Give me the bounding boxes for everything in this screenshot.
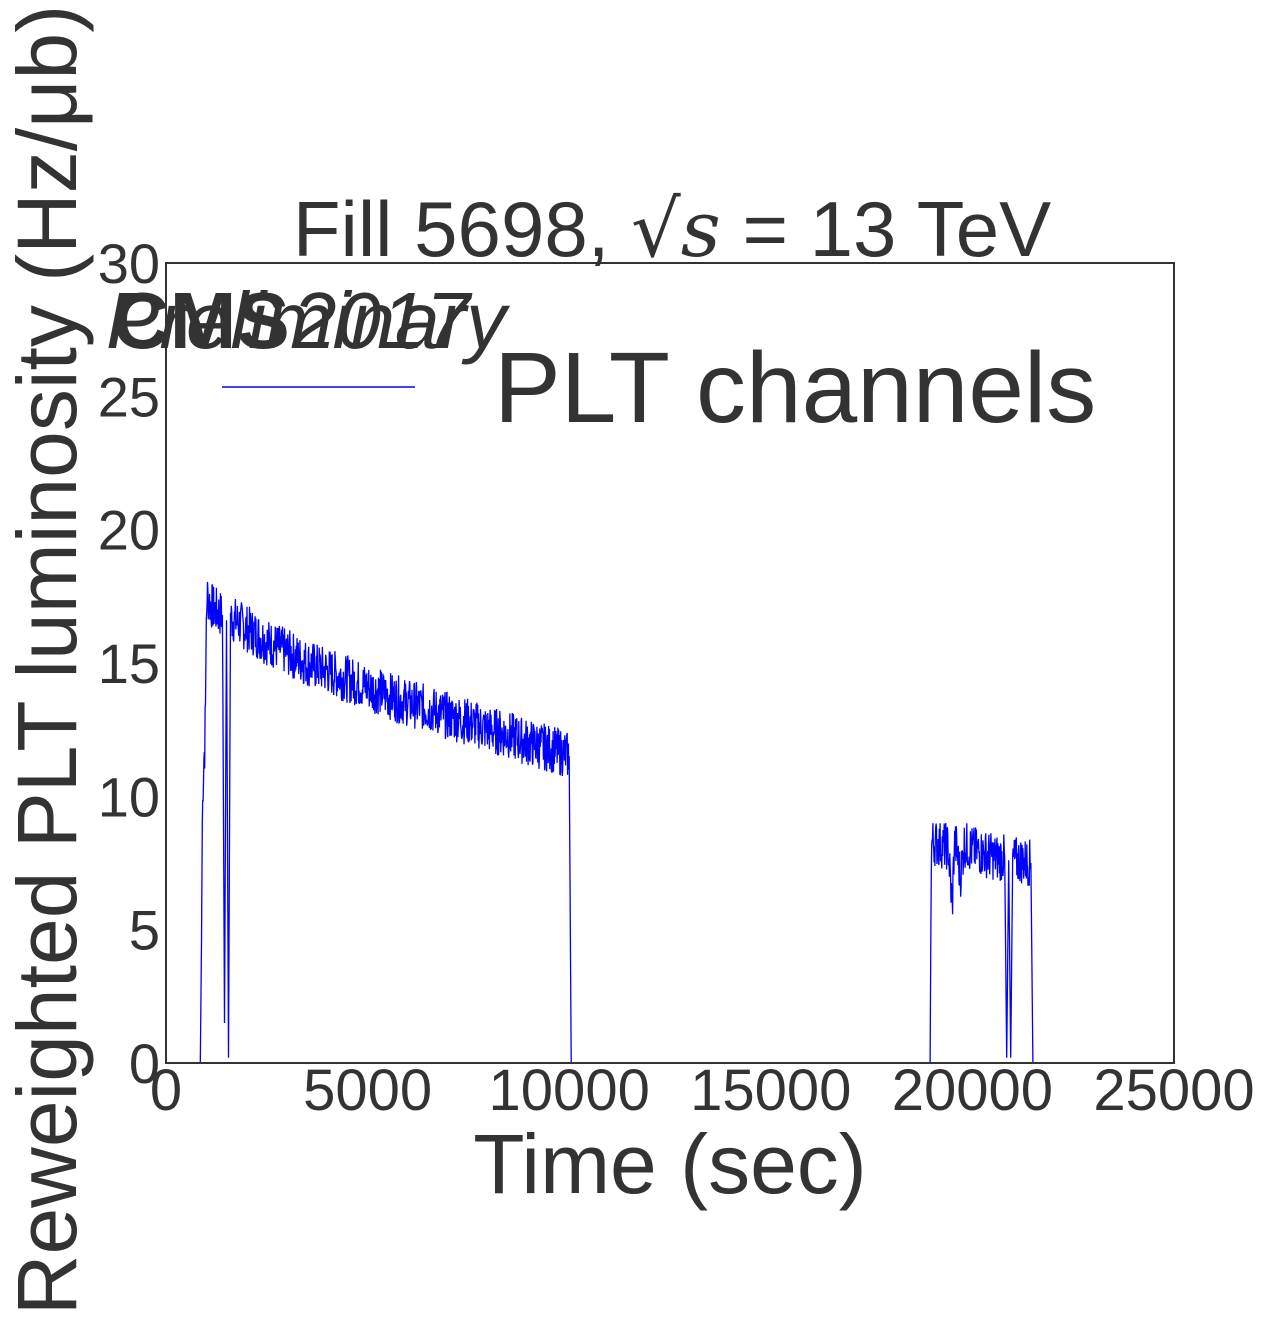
data-series-line [929, 823, 1034, 1064]
plot-frame [165, 262, 1175, 1064]
cms-annotation: CMS [112, 276, 290, 365]
y-tick-label: 5 [129, 899, 160, 962]
chart-title: Fill 5698, √s = 13 TeV [293, 185, 1051, 275]
chart-title-math: √s [631, 185, 721, 275]
x-tick-label: 10000 [489, 1058, 650, 1123]
data-series-line [199, 581, 572, 1064]
x-axis-ticks: 0 5000 10000 15000 20000 25000 [150, 1058, 1255, 1123]
x-tick-label: 25000 [1093, 1058, 1254, 1123]
y-tick-label: 0 [129, 1032, 160, 1095]
y-tick-label: 25 [98, 365, 160, 428]
preliminary-annotation: Preliminary [106, 276, 511, 365]
data-series-layer [199, 581, 1034, 1064]
x-axis-label: Time (sec) [473, 1117, 867, 1211]
y-tick-label: 20 [98, 499, 160, 562]
y-tick-label: 30 [98, 232, 160, 295]
y-axis-ticks: 0 5 10 15 20 25 30 [98, 232, 160, 1095]
y-axis-label: Reweighted PLT luminosity (Hz/μb) [0, 5, 94, 1315]
x-tick-label: 15000 [690, 1058, 851, 1123]
legend-label: PLT channels [494, 332, 1096, 444]
legend: PLT channels [222, 332, 1096, 444]
y-tick-label: 15 [98, 632, 160, 695]
chart-title-suffix: = 13 TeV [721, 185, 1051, 273]
x-tick-label: 5000 [303, 1058, 432, 1123]
x-tick-label: 20000 [892, 1058, 1053, 1123]
y-tick-label: 10 [98, 765, 160, 828]
chart-title-prefix: Fill 5698, [293, 185, 631, 273]
x-tick-label: 0 [150, 1058, 182, 1123]
year-annotation: 2017 [291, 276, 472, 365]
